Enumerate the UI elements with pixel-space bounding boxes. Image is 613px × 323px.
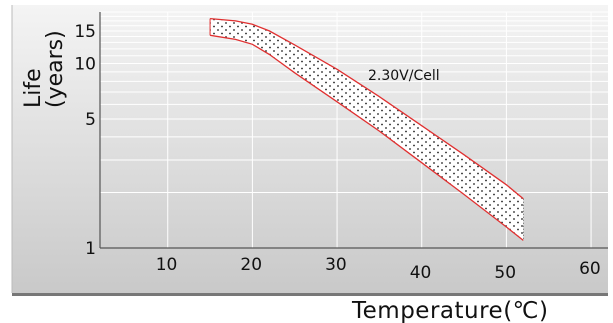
x-tick-label: 30	[325, 255, 347, 275]
x-axis-title: Temperature(℃)	[351, 298, 548, 323]
y-tick-label: 1	[85, 239, 96, 259]
lower-bound-line	[209, 34, 524, 241]
x-tick-label: 50	[494, 263, 516, 283]
life-band	[209, 17, 524, 241]
y-tick-label: 5	[85, 110, 96, 130]
plot-background	[12, 5, 608, 293]
annotation-label: 2.30V/Cell	[368, 68, 440, 84]
x-tick-label: 20	[240, 255, 262, 275]
y-axis-title-years: (years)	[43, 30, 68, 108]
x-tick-label: 10	[156, 255, 178, 275]
x-tick-label: 40	[410, 263, 432, 283]
frame-shadow	[12, 293, 608, 296]
axes	[99, 12, 608, 249]
upper-bound-line	[210, 17, 524, 200]
y-tick-label: 15	[74, 22, 96, 42]
x-tick-label: 60	[579, 259, 601, 279]
y-tick-label: 10	[74, 54, 96, 74]
y-axis-title-life: Life	[21, 68, 46, 108]
